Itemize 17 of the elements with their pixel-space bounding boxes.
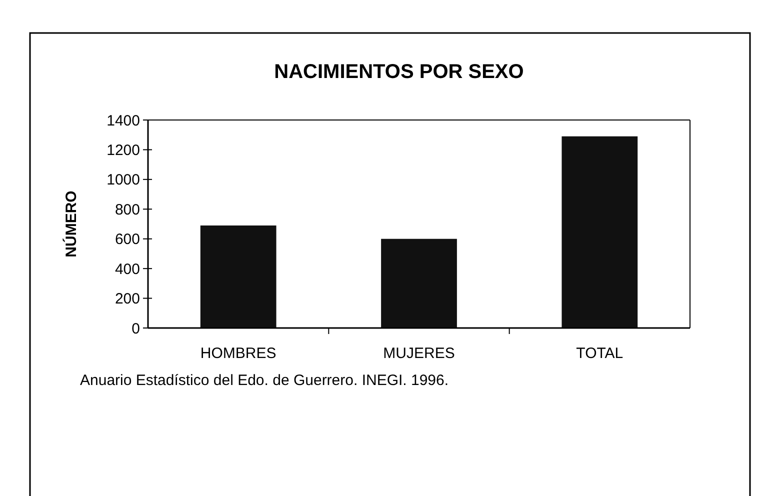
bar	[381, 238, 457, 328]
text: Anuario Estadístico del Edo. de Guerrero. INEGI. 1996.	[80, 372, 449, 389]
y-tick-label: 0	[132, 320, 140, 338]
x-tick-label: HOMBRES	[200, 345, 276, 362]
y-tick-label: 1000	[106, 172, 140, 189]
y-tick-label: 400	[114, 260, 140, 278]
chart-title: NACIMIENTOS POR SEXO	[274, 61, 524, 83]
bar	[200, 225, 276, 328]
y-tick-label: 1400	[106, 112, 140, 130]
bar	[562, 136, 638, 328]
x-tick-label: TOTAL	[576, 345, 624, 362]
y-axis-title: NÚMERO	[62, 190, 80, 258]
y-tick-label: 600	[114, 231, 140, 248]
y-tick-label: 1200	[106, 142, 140, 159]
y-tick-label: 800	[114, 201, 140, 218]
x-tick-label: MUJERES	[383, 345, 455, 362]
y-tick-label: 200	[114, 290, 140, 308]
